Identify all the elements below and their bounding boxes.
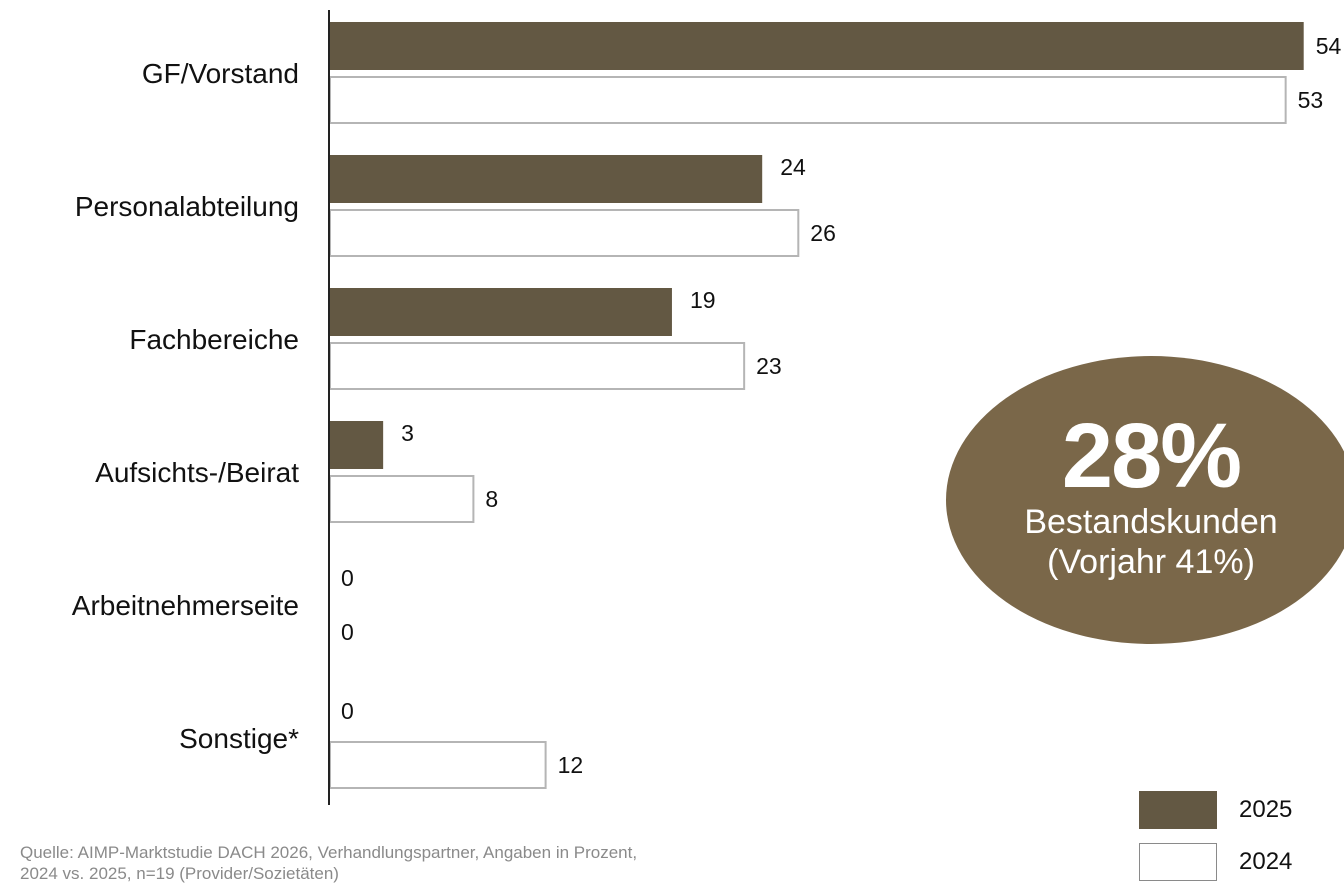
bar-2025-fachbereiche bbox=[329, 288, 672, 336]
legend-swatch-2025 bbox=[1139, 791, 1217, 829]
bar-2025-gf-vorstand bbox=[329, 22, 1304, 70]
callout-previous-year: (Vorjahr 41%) bbox=[1047, 543, 1255, 581]
value-label-2024-arbeitnehmerseite: 0 bbox=[341, 619, 354, 645]
value-label-2025-aufsichts-beirat: 3 bbox=[401, 420, 414, 446]
bar-2024-gf-vorstand bbox=[329, 76, 1287, 124]
bar-2025-personalabteilung bbox=[329, 155, 763, 203]
value-label-2024-gf-vorstand: 53 bbox=[1298, 87, 1324, 113]
value-label-2025-fachbereiche: 19 bbox=[690, 287, 716, 313]
legend-swatch-2024 bbox=[1139, 843, 1217, 881]
bar-2025-aufsichts-beirat bbox=[329, 421, 384, 469]
bar-2024-fachbereiche bbox=[329, 342, 746, 390]
bar-2024-personalabteilung bbox=[329, 209, 800, 257]
category-label-arbeitnehmerseite: Arbeitnehmerseite bbox=[72, 590, 299, 621]
value-label-2025-gf-vorstand: 54 bbox=[1316, 33, 1342, 59]
value-label-2025-arbeitnehmerseite: 0 bbox=[341, 565, 354, 591]
legend-item-2025: 2025 bbox=[1139, 791, 1292, 829]
category-label-fachbereiche: Fachbereiche bbox=[129, 324, 299, 355]
value-label-2024-fachbereiche: 23 bbox=[756, 353, 782, 379]
legend-label-2025: 2025 bbox=[1239, 796, 1293, 823]
value-label-2025-personalabteilung: 24 bbox=[780, 154, 806, 180]
category-label-gf-vorstand: GF/Vorstand bbox=[142, 58, 299, 89]
category-label-sonstige: Sonstige* bbox=[179, 723, 299, 754]
callout-value: 28% bbox=[1061, 405, 1242, 507]
category-label-personalabteilung: Personalabteilung bbox=[75, 191, 299, 222]
value-label-2024-personalabteilung: 26 bbox=[810, 220, 836, 246]
legend-item-2024: 2024 bbox=[1139, 843, 1292, 881]
value-label-2024-sonstige: 12 bbox=[558, 752, 584, 778]
callout-label: Bestandskunden bbox=[1024, 503, 1278, 541]
value-label-2024-aufsichts-beirat: 8 bbox=[485, 486, 498, 512]
source-note: Quelle: AIMP-Marktstudie DACH 2026, Verh… bbox=[20, 843, 638, 883]
category-label-aufsichts-beirat: Aufsichts-/Beirat bbox=[95, 457, 299, 488]
bar-2024-sonstige bbox=[329, 741, 547, 789]
legend-label-2024: 2024 bbox=[1239, 848, 1293, 875]
retention-callout: 28% Bestandskunden (Vorjahr 41%) bbox=[946, 356, 1344, 644]
value-label-2025-sonstige: 0 bbox=[341, 698, 354, 724]
bar-2024-aufsichts-beirat bbox=[329, 475, 475, 523]
